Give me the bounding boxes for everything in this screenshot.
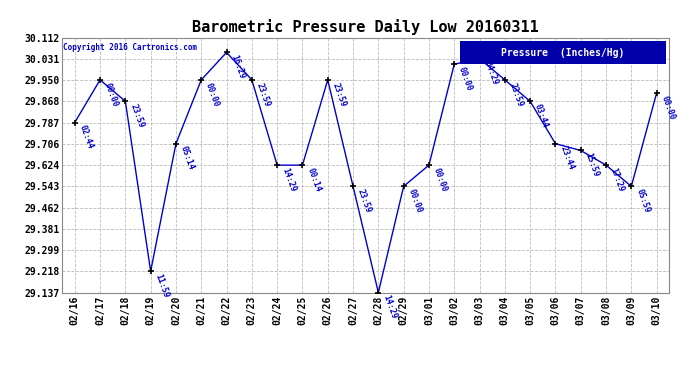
Text: 14:29: 14:29 <box>381 294 398 321</box>
Text: 23:59: 23:59 <box>128 103 145 129</box>
Text: 23:59: 23:59 <box>356 188 373 214</box>
Text: 05:59: 05:59 <box>634 188 651 214</box>
Text: Copyright 2016 Cartronics.com: Copyright 2016 Cartronics.com <box>63 43 197 52</box>
Text: 00:00: 00:00 <box>432 166 448 193</box>
Text: 23:59: 23:59 <box>255 81 272 108</box>
Title: Barometric Pressure Daily Low 20160311: Barometric Pressure Daily Low 20160311 <box>193 19 539 35</box>
Text: 03:44: 03:44 <box>533 103 550 129</box>
Text: 16:29: 16:29 <box>229 54 246 80</box>
Text: 23:59: 23:59 <box>508 81 524 108</box>
Text: 00:00: 00:00 <box>204 81 221 108</box>
Text: 23:44: 23:44 <box>558 145 575 172</box>
Text: 04:29: 04:29 <box>482 60 500 87</box>
Text: 05:14: 05:14 <box>179 145 196 172</box>
Text: 23:59: 23:59 <box>331 81 348 108</box>
Text: 00:00: 00:00 <box>406 188 424 214</box>
Text: 14:29: 14:29 <box>280 166 297 193</box>
Text: 17:29: 17:29 <box>609 166 626 193</box>
Text: 11:59: 11:59 <box>153 273 170 299</box>
Text: 00:00: 00:00 <box>457 66 474 92</box>
Text: 02:44: 02:44 <box>77 124 95 150</box>
Text: 15:59: 15:59 <box>584 152 600 178</box>
Text: 00:00: 00:00 <box>103 81 120 108</box>
Text: 00:14: 00:14 <box>305 166 322 193</box>
Text: 00:00: 00:00 <box>660 94 676 121</box>
